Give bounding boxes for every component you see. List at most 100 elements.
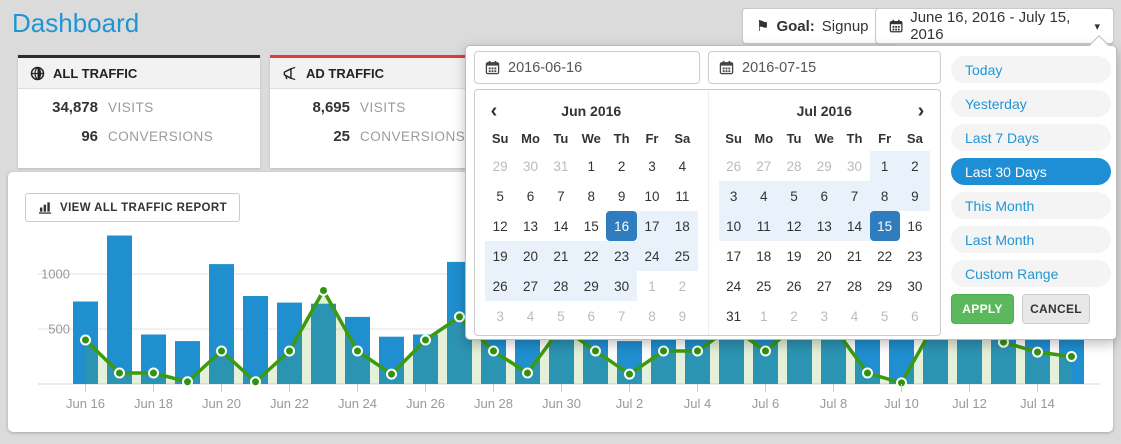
- calendar-day[interactable]: 29: [816, 158, 832, 174]
- calendar-day[interactable]: 2: [678, 278, 687, 294]
- calendar-day[interactable]: 1: [648, 278, 656, 294]
- calendar-day[interactable]: 7: [839, 181, 870, 211]
- calendar-day[interactable]: 25: [667, 241, 698, 271]
- next-month-arrow[interactable]: ›: [917, 100, 925, 122]
- calendar-day[interactable]: 3: [820, 308, 828, 324]
- calendar-day[interactable]: 28: [545, 271, 577, 301]
- date-range-button[interactable]: June 16, 2016 - July 15, 2016 ▾: [875, 8, 1114, 44]
- calendar-day[interactable]: 3: [718, 181, 749, 211]
- range-option-yesterday[interactable]: Yesterday: [951, 90, 1111, 117]
- calendar-day[interactable]: 18: [667, 211, 698, 241]
- calendar-day[interactable]: 13: [523, 218, 539, 234]
- calendar-day[interactable]: 2: [790, 308, 798, 324]
- calendar-day[interactable]: 4: [526, 308, 535, 324]
- calendar-day[interactable]: 28: [786, 158, 802, 174]
- calendar-day[interactable]: 19: [485, 241, 516, 271]
- calendar-day[interactable]: 24: [726, 278, 742, 294]
- calendar-day[interactable]: 28: [846, 278, 862, 294]
- calendar-day[interactable]: 26: [726, 158, 742, 174]
- calendar-day[interactable]: 16: [907, 218, 923, 234]
- calendar-day[interactable]: 13: [809, 211, 840, 241]
- calendar-day[interactable]: 9: [617, 188, 626, 204]
- calendar-day[interactable]: 14: [553, 218, 569, 234]
- range-option-last-7-days[interactable]: Last 7 Days: [951, 124, 1111, 151]
- cancel-button[interactable]: CANCEL: [1022, 294, 1090, 324]
- calendar-day[interactable]: 19: [786, 248, 802, 264]
- calendar-day[interactable]: 25: [756, 278, 772, 294]
- calendar-day[interactable]: 11: [675, 188, 690, 204]
- calendar-day[interactable]: 30: [606, 271, 637, 301]
- calendar-day[interactable]: 2: [617, 158, 626, 174]
- range-option-today[interactable]: Today: [951, 56, 1111, 83]
- range-option-last-month[interactable]: Last Month: [951, 226, 1111, 253]
- end-date-input[interactable]: 2016-07-15: [708, 51, 941, 84]
- calendar-day[interactable]: 7: [617, 308, 626, 324]
- calendar-day[interactable]: 9: [678, 308, 687, 324]
- calendar-day[interactable]: 17: [636, 211, 668, 241]
- calendar-day[interactable]: 15: [583, 218, 599, 234]
- calendar-day[interactable]: 1: [869, 151, 900, 181]
- calendar-day[interactable]: 7: [557, 188, 565, 204]
- calendar-day-selected[interactable]: 16: [606, 211, 637, 241]
- calendar-day[interactable]: 27: [816, 278, 832, 294]
- calendar-day[interactable]: 1: [760, 308, 768, 324]
- calendar-day[interactable]: 2: [899, 151, 930, 181]
- calendar-day[interactable]: 30: [523, 158, 539, 174]
- calendar-day[interactable]: 30: [846, 158, 862, 174]
- calendar-day[interactable]: 3: [496, 308, 504, 324]
- calendar-day[interactable]: 1: [587, 158, 595, 174]
- calendar-day[interactable]: 11: [748, 211, 779, 241]
- calendar-day[interactable]: 10: [644, 188, 660, 204]
- calendar-day[interactable]: 21: [545, 241, 577, 271]
- calendar-day[interactable]: 22: [576, 241, 607, 271]
- calendar-day[interactable]: 27: [515, 271, 546, 301]
- start-date-input[interactable]: 2016-06-16: [474, 51, 700, 84]
- calendar-day[interactable]: 31: [553, 158, 569, 174]
- calendar-day[interactable]: 26: [485, 271, 516, 301]
- calendar-day[interactable]: 29: [492, 158, 508, 174]
- calendar-day[interactable]: 6: [587, 308, 595, 324]
- calendar-day[interactable]: 23: [907, 248, 923, 264]
- calendar-day[interactable]: 8: [869, 181, 900, 211]
- calendar-day[interactable]: 4: [748, 181, 779, 211]
- calendar-day[interactable]: 21: [846, 248, 862, 264]
- calendar-day[interactable]: 30: [907, 278, 923, 294]
- calendar-day[interactable]: 20: [816, 248, 832, 264]
- calendar-day[interactable]: 20: [515, 241, 546, 271]
- range-option-custom-range[interactable]: Custom Range: [951, 260, 1111, 287]
- view-all-traffic-report-button[interactable]: VIEW ALL TRAFFIC REPORT: [25, 193, 240, 222]
- prev-month-arrow[interactable]: ‹: [490, 100, 498, 122]
- calendar-day[interactable]: 6: [809, 181, 840, 211]
- calendar-day[interactable]: 3: [648, 158, 656, 174]
- calendar-day[interactable]: 26: [786, 278, 802, 294]
- calendar-day[interactable]: 24: [636, 241, 668, 271]
- calendar-day[interactable]: 4: [850, 308, 859, 324]
- calendar-day[interactable]: 8: [648, 308, 656, 324]
- calendar-day[interactable]: 22: [877, 248, 893, 264]
- calendar-day[interactable]: 23: [606, 241, 637, 271]
- calendar-day-selected[interactable]: 15: [869, 211, 900, 241]
- range-option-last-30-days[interactable]: Last 30 Days: [951, 158, 1111, 185]
- calendar-day[interactable]: 6: [911, 308, 919, 324]
- calendar-day[interactable]: 5: [496, 188, 504, 204]
- calendar-day[interactable]: 17: [726, 248, 742, 264]
- apply-button[interactable]: APPLY: [951, 294, 1014, 324]
- calendar-day[interactable]: 5: [557, 308, 565, 324]
- calendar-day[interactable]: 9: [899, 181, 930, 211]
- calendar-day[interactable]: 6: [526, 188, 535, 204]
- goal-selector-button[interactable]: ⚑ Goal: Signup ▾: [742, 8, 898, 44]
- calendar-day[interactable]: 29: [576, 271, 607, 301]
- calendar-day[interactable]: 27: [756, 158, 772, 174]
- calendar-day[interactable]: 12: [492, 218, 508, 234]
- calendar-day[interactable]: 5: [778, 181, 810, 211]
- calendar-day[interactable]: 12: [778, 211, 810, 241]
- calendar-day[interactable]: 4: [678, 158, 687, 174]
- calendar-day[interactable]: 10: [718, 211, 749, 241]
- calendar-day[interactable]: 18: [756, 248, 772, 264]
- range-option-this-month[interactable]: This Month: [951, 192, 1111, 219]
- calendar-day[interactable]: 14: [839, 211, 870, 241]
- calendar-day[interactable]: 8: [587, 188, 595, 204]
- calendar-day[interactable]: 5: [880, 308, 889, 324]
- calendar-day[interactable]: 31: [726, 308, 742, 324]
- calendar-day[interactable]: 29: [877, 278, 893, 294]
